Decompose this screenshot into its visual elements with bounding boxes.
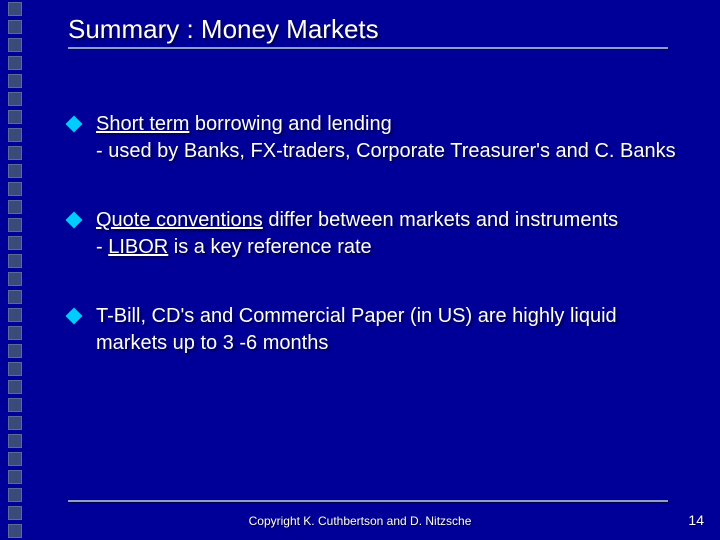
diamond-bullet-icon: [66, 308, 83, 325]
title-underline: [68, 47, 668, 49]
diamond-bullet-icon: [66, 116, 83, 133]
slide-title: Summary : Money Markets: [68, 14, 690, 45]
bullet-text: Short term borrowing and lending - used …: [96, 111, 676, 165]
diamond-bullet-icon: [66, 212, 83, 229]
text-span: - used by Banks, FX-traders, Corporate T…: [96, 140, 676, 162]
slide-content: Summary : Money Markets Short term borro…: [40, 0, 710, 540]
bullet-item: Short term borrowing and lending - used …: [68, 111, 690, 165]
bullet-item: T-Bill, CD's and Commercial Paper (in US…: [68, 303, 690, 357]
copyright-text: Copyright K. Cuthbertson and D. Nitzsche: [0, 514, 720, 528]
bullet-text: T-Bill, CD's and Commercial Paper (in US…: [96, 303, 690, 357]
text-span: borrowing and lending: [189, 113, 391, 135]
left-decorative-border: [0, 0, 28, 540]
text-span: is a key reference rate: [168, 236, 371, 258]
page-number: 14: [688, 512, 704, 528]
text-span: T-Bill, CD's and Commercial Paper (in US…: [96, 305, 617, 354]
bottom-underline: [68, 500, 668, 502]
bullet-text: Quote conventions differ between markets…: [96, 207, 618, 261]
text-span: differ between markets and instruments: [263, 209, 618, 231]
bullet-item: Quote conventions differ between markets…: [68, 207, 690, 261]
underlined-text: Quote conventions: [96, 209, 263, 231]
text-span: -: [96, 236, 108, 258]
underlined-text: LIBOR: [108, 236, 168, 258]
underlined-text: Short term: [96, 113, 189, 135]
